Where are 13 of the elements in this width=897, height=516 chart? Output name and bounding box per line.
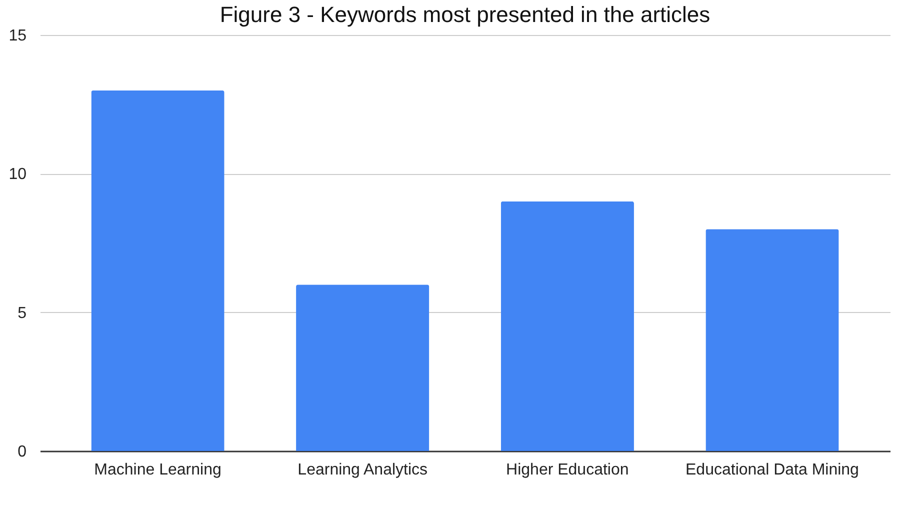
x-tick-label: Educational Data Mining: [686, 462, 859, 478]
bar: [91, 90, 224, 451]
bar: [706, 229, 839, 451]
x-tick-label: Higher Education: [506, 462, 629, 478]
bar: [500, 201, 634, 451]
y-tick-label: 15: [8, 28, 27, 44]
y-tick-label: 5: [18, 304, 27, 322]
y-tick-label: 0: [18, 444, 27, 460]
x-tick-label: Learning Analytics: [298, 462, 428, 478]
bar: [296, 284, 430, 451]
y-tick-label: 10: [8, 166, 27, 184]
chart-title: Figure 3 - Keywords most presented in the articles: [220, 2, 710, 27]
x-tick-label: Machine Learning: [94, 462, 222, 478]
